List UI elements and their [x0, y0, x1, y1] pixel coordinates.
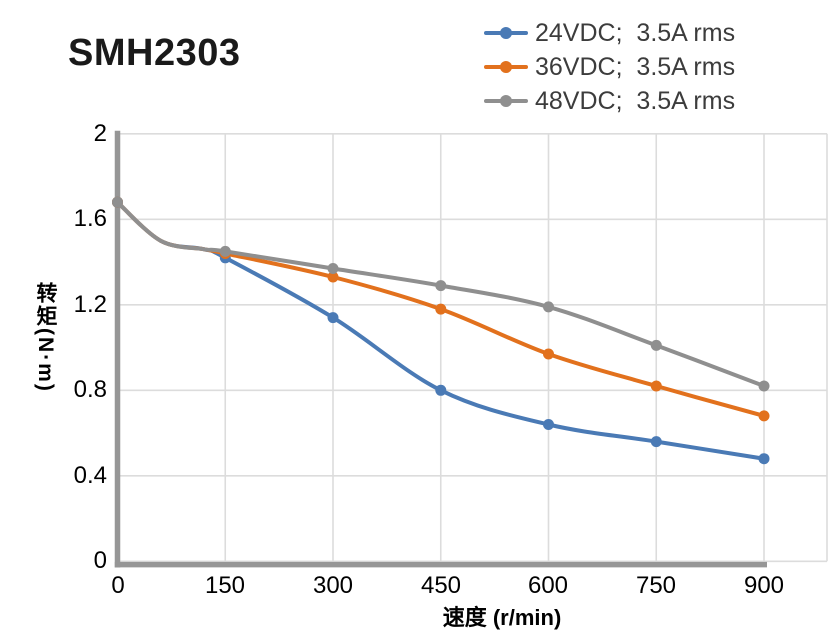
x-axis-tick-label: 600: [527, 572, 569, 599]
legend-item: 36VDC; 3.5A rms: [484, 52, 735, 82]
x-axis-tick-label: 900: [743, 572, 785, 599]
legend-item: 48VDC; 3.5A rms: [484, 86, 735, 116]
legend-line-marker-icon: [484, 94, 528, 108]
x-axis-tick-label: 750: [635, 572, 677, 599]
x-axis-tick-label: 300: [312, 572, 354, 599]
legend-label: 24VDC; 3.5A rms: [535, 18, 736, 47]
legend-label: 48VDC; 3.5A rms: [535, 86, 736, 115]
y-axis-tick-label: 1.6: [73, 205, 107, 232]
legend-line-marker-icon: [484, 60, 528, 74]
page-title: SMH2303: [68, 32, 241, 74]
x-axis-tick-label: 150: [204, 572, 246, 599]
y-axis-tick-label: 0: [93, 547, 107, 574]
y-axis-tick-label: 2: [93, 120, 107, 147]
legend-item: 24VDC; 3.5A rms: [484, 18, 735, 48]
y-axis-title: 转矩(N·m): [34, 282, 57, 393]
y-axis-tick-label: 0.4: [73, 462, 107, 489]
x-axis-title: 速度 (r/min): [442, 605, 562, 630]
legend-line-marker-icon: [484, 26, 528, 40]
legend-label: 36VDC; 3.5A rms: [535, 52, 736, 81]
y-axis-tick-label: 1.2: [73, 291, 107, 318]
x-axis-tick-label: 450: [420, 572, 462, 599]
x-axis-tick-label: 0: [111, 572, 125, 599]
y-axis-tick-label: 0.8: [73, 376, 107, 403]
